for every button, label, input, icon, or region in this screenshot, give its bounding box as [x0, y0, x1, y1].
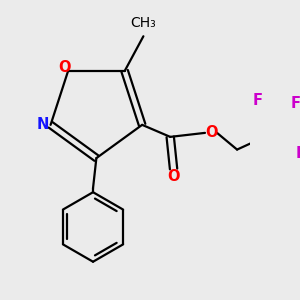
- Text: O: O: [58, 59, 71, 74]
- Text: O: O: [206, 125, 218, 140]
- Text: F: F: [291, 96, 300, 111]
- Text: CH₃: CH₃: [130, 16, 156, 30]
- Text: F: F: [252, 93, 262, 108]
- Text: N: N: [36, 117, 49, 132]
- Text: O: O: [167, 169, 180, 184]
- Text: F: F: [296, 146, 300, 161]
